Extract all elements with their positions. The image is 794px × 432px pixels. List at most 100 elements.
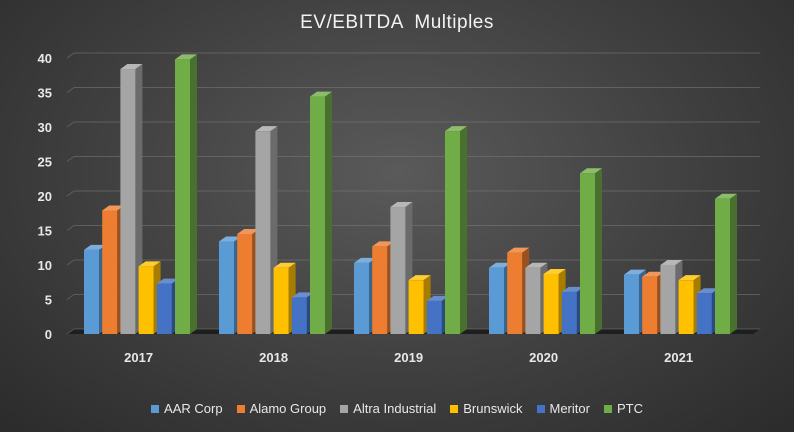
bar-side [595, 168, 602, 334]
gridline-depth-5 [66, 294, 75, 300]
gridline-depth-30 [66, 121, 75, 128]
bar-top [715, 193, 737, 199]
gridline-depth-15 [66, 225, 75, 231]
bar-top [507, 247, 530, 253]
bar-ptc-2020 [580, 168, 602, 334]
bar-front [525, 267, 541, 334]
legend-label: AAR Corp [164, 401, 223, 416]
legend-label: Meritor [549, 401, 590, 416]
bar-top [660, 260, 683, 265]
bar-front [543, 273, 559, 334]
bar-front [507, 252, 523, 334]
bar-front [237, 233, 253, 334]
y-tick-label-0: 0 [45, 327, 52, 342]
gridline-depth-40 [66, 52, 75, 59]
bar-top [291, 292, 314, 298]
bar-top [489, 262, 511, 268]
bar-front [291, 297, 307, 334]
gridline-depth-0 [66, 328, 75, 335]
bar-top [580, 168, 602, 174]
bar-top [175, 54, 197, 60]
bar-front [102, 210, 118, 334]
bar-ptc-2019 [445, 126, 467, 334]
chart-title: EV/EBITDA Multiples [300, 12, 494, 33]
bar-top [237, 228, 260, 234]
legend-item-meritor: Meritor [536, 401, 590, 416]
y-tick-label-15: 15 [38, 224, 52, 239]
bar-side [190, 54, 197, 334]
bar-top [445, 126, 467, 132]
bar-top [138, 261, 161, 267]
bar-top [273, 262, 296, 268]
bar-top [678, 275, 701, 281]
bar-top [525, 262, 548, 268]
bar-front [372, 246, 388, 334]
bar-top [408, 275, 431, 281]
bar-ptc-2017 [175, 54, 197, 334]
bar-front [696, 293, 712, 334]
bar-top [696, 288, 719, 294]
bar-side [460, 126, 467, 334]
y-tick-label-5: 5 [45, 293, 52, 308]
bar-front [120, 69, 136, 334]
bar-top [310, 91, 332, 97]
legend-label: Brunswick [463, 401, 523, 416]
bar-front [354, 262, 369, 334]
legend-item-alamo-group: Alamo Group [236, 401, 327, 416]
bar-front [580, 173, 595, 334]
legend: AAR Corp Alamo Group Altra Industrial Bruns… [0, 401, 794, 416]
bar-top [156, 278, 179, 284]
bar-front [489, 267, 504, 334]
x-tick-label-2019: 2019 [394, 350, 423, 365]
bar-front [273, 267, 289, 334]
x-tick-label-2020: 2020 [529, 350, 558, 365]
y-tick-label-25: 25 [38, 155, 52, 170]
bar-front [445, 131, 460, 334]
legend-item-brunswick: Brunswick [450, 401, 523, 416]
bar-front [408, 280, 424, 334]
legend-item-altra-industrial: Altra Industrial [340, 401, 436, 416]
bar-front [255, 131, 271, 334]
legend-label: Alamo Group [249, 401, 327, 416]
legend-swatch [236, 404, 245, 413]
bar-top [255, 126, 278, 132]
bar-top [561, 286, 584, 292]
bar-altra-industrial-2018 [255, 126, 278, 334]
bar-side [730, 193, 737, 334]
y-tick-label-20: 20 [38, 189, 52, 204]
bar-front [84, 249, 99, 334]
legend-swatch [340, 404, 349, 413]
bar-top [426, 295, 449, 301]
bar-top [354, 257, 376, 263]
bar-side [325, 91, 332, 334]
bar-top [543, 268, 566, 274]
legend-label: PTC [616, 401, 643, 416]
bar-front [678, 280, 694, 334]
legend-swatch [603, 404, 612, 413]
bar-ptc-2021 [715, 193, 737, 334]
bar-top [390, 202, 413, 208]
bar-front [138, 266, 154, 334]
bar-top [219, 236, 241, 242]
legend-item-ptc: PTC [603, 401, 643, 416]
bar-top [84, 244, 106, 250]
bar-front [642, 276, 658, 334]
bar-front [390, 207, 406, 334]
y-tick-label-40: 40 [38, 51, 52, 66]
bar-front [156, 283, 172, 334]
legend-swatch [536, 404, 545, 413]
legend-swatch [151, 404, 160, 413]
legend-swatch [450, 404, 459, 413]
bar-top [120, 64, 143, 70]
y-tick-label-10: 10 [38, 258, 52, 273]
bar-ptc-2018 [310, 91, 332, 334]
bar-front [715, 198, 730, 334]
y-tick-label-35: 35 [38, 86, 52, 101]
bar-front [219, 241, 234, 334]
legend-label: Altra Industrial [353, 401, 437, 416]
gridline-depth-20 [66, 190, 75, 197]
bar-front [175, 59, 190, 334]
bar-top [642, 271, 665, 277]
